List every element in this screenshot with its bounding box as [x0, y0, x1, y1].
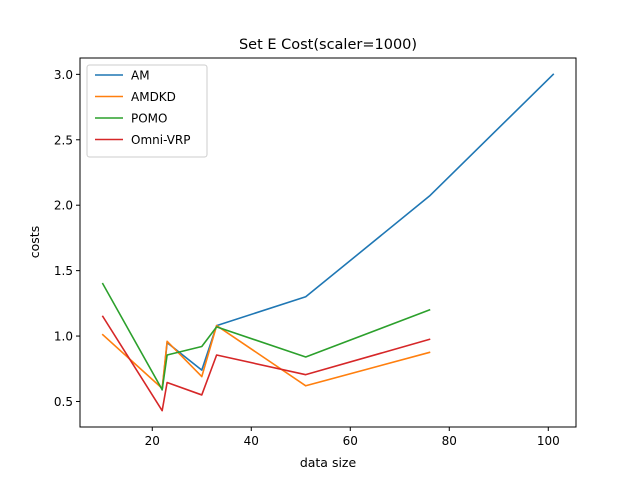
x-tick-label: 40 [244, 434, 259, 448]
x-tick-label: 60 [343, 434, 358, 448]
chart-title: Set E Cost(scaler=1000) [239, 37, 417, 53]
legend-label: POMO [131, 112, 167, 126]
y-tick-label: 2.5 [54, 133, 73, 147]
y-axis-label: costs [27, 226, 42, 258]
series-line-pomo [101, 282, 431, 391]
y-tick-label: 1.5 [54, 264, 73, 278]
series-line-omni-vrp [101, 315, 431, 412]
y-tick-label: 1.0 [54, 330, 73, 344]
y-tick-label: 3.0 [54, 68, 73, 82]
axes-frame [79, 57, 577, 428]
plot-area: 20 40 60 80 100 0.5 1.0 1.5 2.0 2.5 3.0 [54, 68, 560, 448]
x-axis-label: data size [300, 455, 357, 470]
legend-label: Omni-VRP [131, 133, 190, 147]
x-tick-label: 100 [537, 434, 560, 448]
legend-label: AMDKD [131, 90, 176, 104]
x-tick-label: 20 [145, 434, 160, 448]
legend-box [86, 64, 208, 158]
legend-label: AM [131, 69, 150, 83]
x-tick-label: 80 [442, 434, 457, 448]
legend: AM AMDKD POMO Omni-VRP [86, 64, 208, 158]
y-tick-label: 0.5 [54, 395, 73, 409]
y-tick-label: 2.0 [54, 199, 73, 213]
